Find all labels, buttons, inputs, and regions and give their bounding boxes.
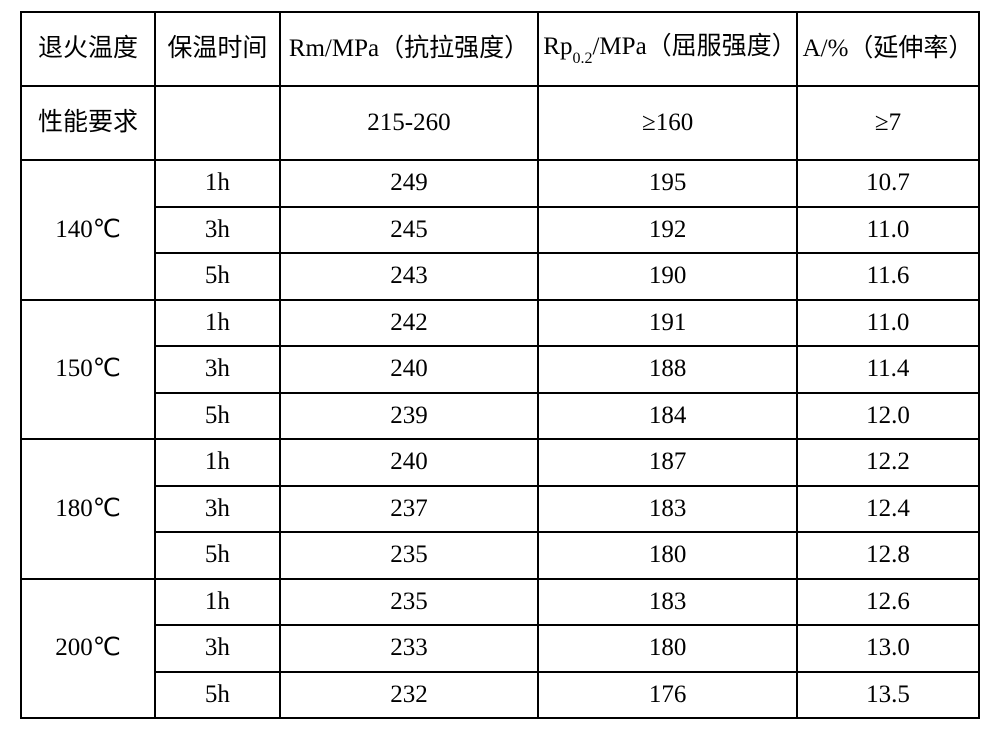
table-row: 5h 239 184 12.0	[21, 393, 979, 440]
a-cell: 11.0	[797, 207, 979, 254]
rp-cell: 192	[538, 207, 797, 254]
rp-cell: 176	[538, 672, 797, 719]
rm-cell: 249	[280, 160, 539, 207]
rm-cell: 242	[280, 300, 539, 347]
rp-cell: 183	[538, 486, 797, 533]
header-yield-strength: Rp0.2/MPa（屈服强度）	[538, 12, 797, 86]
time-cell: 3h	[155, 625, 280, 672]
table-row: 5h 232 176 13.5	[21, 672, 979, 719]
requirement-rp: ≥160	[538, 86, 797, 160]
header-anneal-temp: 退火温度	[21, 12, 155, 86]
a-cell: 12.0	[797, 393, 979, 440]
temp-cell: 200℃	[21, 579, 155, 719]
time-cell: 5h	[155, 253, 280, 300]
requirement-time	[155, 86, 280, 160]
rp-cell: 180	[538, 532, 797, 579]
table-row: 3h 245 192 11.0	[21, 207, 979, 254]
temp-cell: 140℃	[21, 160, 155, 300]
rp-cell: 191	[538, 300, 797, 347]
a-cell: 13.5	[797, 672, 979, 719]
table-row: 3h 237 183 12.4	[21, 486, 979, 533]
a-cell: 10.7	[797, 160, 979, 207]
rp-cell: 184	[538, 393, 797, 440]
a-cell: 12.6	[797, 579, 979, 626]
rm-cell: 232	[280, 672, 539, 719]
table-row: 5h 243 190 11.6	[21, 253, 979, 300]
header-row: 退火温度 保温时间 Rm/MPa（抗拉强度） Rp0.2/MPa（屈服强度） A…	[21, 12, 979, 86]
a-cell: 11.6	[797, 253, 979, 300]
header-rp-suffix: /MPa（屈服强度）	[592, 33, 796, 60]
table-row: 5h 235 180 12.8	[21, 532, 979, 579]
time-cell: 1h	[155, 160, 280, 207]
table-row: 3h 233 180 13.0	[21, 625, 979, 672]
time-cell: 5h	[155, 393, 280, 440]
time-cell: 3h	[155, 346, 280, 393]
rm-cell: 245	[280, 207, 539, 254]
header-tensile-strength: Rm/MPa（抗拉强度）	[280, 12, 539, 86]
temp-cell: 150℃	[21, 300, 155, 440]
rm-cell: 240	[280, 439, 539, 486]
requirement-row: 性能要求 215-260 ≥160 ≥7	[21, 86, 979, 160]
table-row: 3h 240 188 11.4	[21, 346, 979, 393]
rp-cell: 180	[538, 625, 797, 672]
temp-cell: 180℃	[21, 439, 155, 579]
rp-cell: 187	[538, 439, 797, 486]
time-cell: 1h	[155, 579, 280, 626]
a-cell: 11.0	[797, 300, 979, 347]
a-cell: 12.8	[797, 532, 979, 579]
time-cell: 1h	[155, 300, 280, 347]
header-rp-prefix: Rp	[543, 33, 572, 60]
annealing-data-table: 退火温度 保温时间 Rm/MPa（抗拉强度） Rp0.2/MPa（屈服强度） A…	[20, 11, 980, 719]
rm-cell: 235	[280, 579, 539, 626]
table-row: 150℃ 1h 242 191 11.0	[21, 300, 979, 347]
a-cell: 13.0	[797, 625, 979, 672]
time-cell: 5h	[155, 532, 280, 579]
a-cell: 12.4	[797, 486, 979, 533]
requirement-label: 性能要求	[21, 86, 155, 160]
rp-cell: 190	[538, 253, 797, 300]
requirement-a: ≥7	[797, 86, 979, 160]
header-hold-time: 保温时间	[155, 12, 280, 86]
requirement-rm: 215-260	[280, 86, 539, 160]
table-row: 180℃ 1h 240 187 12.2	[21, 439, 979, 486]
rp-cell: 188	[538, 346, 797, 393]
header-elongation: A/%（延伸率）	[797, 12, 979, 86]
a-cell: 12.2	[797, 439, 979, 486]
rp-cell: 183	[538, 579, 797, 626]
rm-cell: 237	[280, 486, 539, 533]
rm-cell: 235	[280, 532, 539, 579]
rm-cell: 240	[280, 346, 539, 393]
time-cell: 5h	[155, 672, 280, 719]
time-cell: 3h	[155, 207, 280, 254]
table-row: 200℃ 1h 235 183 12.6	[21, 579, 979, 626]
rp-cell: 195	[538, 160, 797, 207]
rm-cell: 233	[280, 625, 539, 672]
time-cell: 3h	[155, 486, 280, 533]
rm-cell: 239	[280, 393, 539, 440]
table-row: 140℃ 1h 249 195 10.7	[21, 160, 979, 207]
time-cell: 1h	[155, 439, 280, 486]
rm-cell: 243	[280, 253, 539, 300]
header-rp-subscript: 0.2	[572, 50, 592, 67]
a-cell: 11.4	[797, 346, 979, 393]
